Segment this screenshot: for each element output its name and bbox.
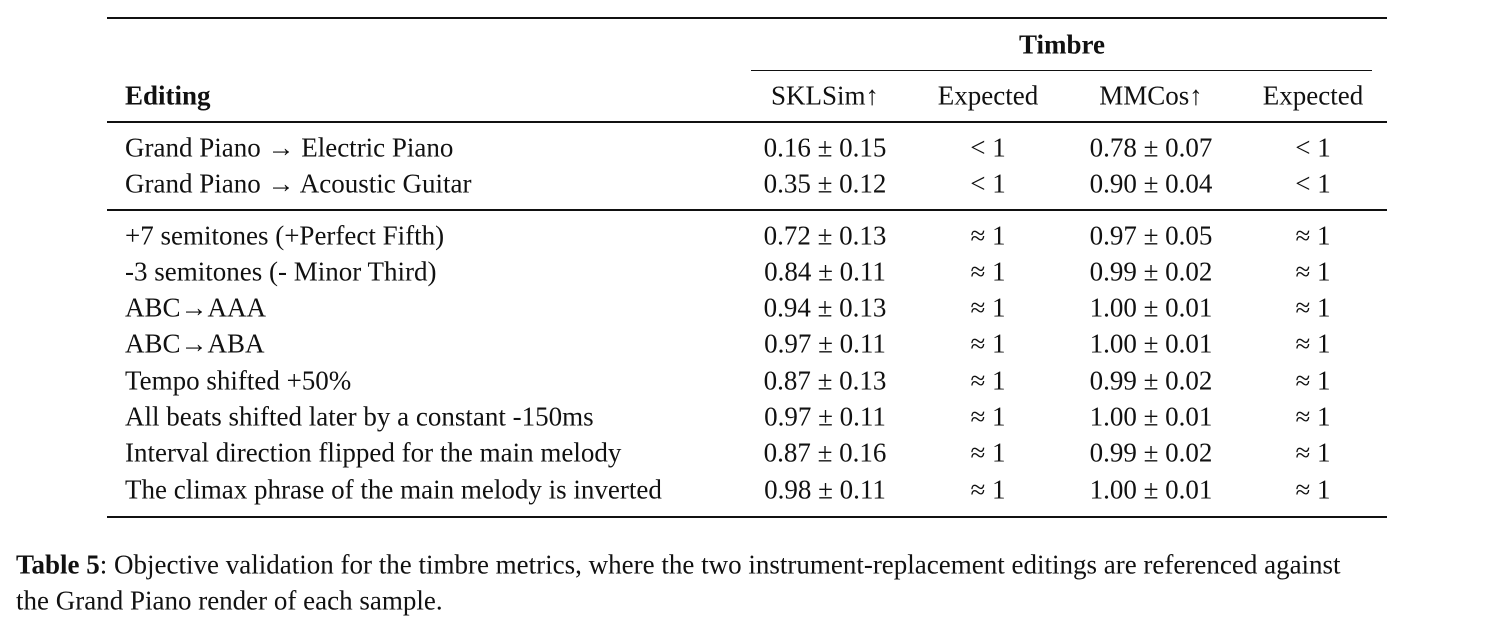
column-header: Expected xyxy=(937,80,1039,111)
cell: 0.99 ± 0.02 xyxy=(1089,365,1213,396)
cell: ≈ 1 xyxy=(970,256,1006,287)
cell: ≈ 1 xyxy=(970,292,1006,323)
caption-line: Table 5: Objective validation for the ti… xyxy=(16,549,1341,580)
cell: ≈ 1 xyxy=(970,365,1006,396)
cell: 0.84 ± 0.11 xyxy=(764,256,886,287)
top-rule xyxy=(107,17,1387,19)
row-label: The climax phrase of the main melody is … xyxy=(125,474,662,505)
row-label: +7 semitones (+Perfect Fifth) xyxy=(125,220,445,251)
cell: ≈ 1 xyxy=(1295,437,1331,468)
cell: 0.99 ± 0.02 xyxy=(1089,256,1213,287)
cell: 1.00 ± 0.01 xyxy=(1089,292,1213,323)
cell: 0.78 ± 0.07 xyxy=(1089,132,1213,163)
caption-label: Table 5 xyxy=(16,549,100,580)
cell: < 1 xyxy=(970,168,1006,199)
cell: ≈ 1 xyxy=(1295,365,1331,396)
row-label: -3 semitones (- Minor Third) xyxy=(125,256,437,287)
group-rule xyxy=(751,70,1372,71)
bottom-rule xyxy=(107,516,1387,518)
row-label: ABC→AAA xyxy=(125,292,267,323)
row-label: Grand Piano → Electric Piano xyxy=(125,132,454,163)
cell: 0.16 ± 0.15 xyxy=(763,132,887,163)
cell: ≈ 1 xyxy=(970,437,1006,468)
cell: 1.00 ± 0.01 xyxy=(1089,401,1213,432)
column-header: SKLSim↑ xyxy=(770,80,880,111)
cell: < 1 xyxy=(1295,132,1331,163)
caption-text: the Grand Piano render of each sample. xyxy=(16,585,443,616)
cell: 0.87 ± 0.16 xyxy=(763,437,887,468)
group-header: Timbre xyxy=(1018,29,1106,60)
group-separator xyxy=(107,209,1387,211)
cell: < 1 xyxy=(970,132,1006,163)
row-label: Tempo shifted +50% xyxy=(125,365,352,396)
cell: 0.98 ± 0.11 xyxy=(764,474,886,505)
column-header: Editing xyxy=(125,80,211,111)
row-label: ABC→ABA xyxy=(125,328,265,359)
column-header: Expected xyxy=(1262,80,1364,111)
cell: ≈ 1 xyxy=(1295,328,1331,359)
cell: ≈ 1 xyxy=(970,401,1006,432)
cell: 1.00 ± 0.01 xyxy=(1089,328,1213,359)
cell: 0.97 ± 0.05 xyxy=(1089,220,1213,251)
cell: ≈ 1 xyxy=(970,328,1006,359)
row-label: Grand Piano → Acoustic Guitar xyxy=(125,168,472,199)
cell: 1.00 ± 0.01 xyxy=(1089,474,1213,505)
cell: 0.87 ± 0.13 xyxy=(763,365,887,396)
cell: 0.94 ± 0.13 xyxy=(763,292,887,323)
cell: ≈ 1 xyxy=(970,474,1006,505)
header-rule xyxy=(107,121,1387,123)
cell: 0.90 ± 0.04 xyxy=(1089,168,1213,199)
caption-text: : Objective validation for the timbre me… xyxy=(99,549,1341,580)
cell: 0.99 ± 0.02 xyxy=(1089,437,1213,468)
column-header: MMCos↑ xyxy=(1099,80,1203,111)
row-label: Interval direction flipped for the main … xyxy=(125,437,622,468)
cell: ≈ 1 xyxy=(1295,292,1331,323)
cell: 0.35 ± 0.12 xyxy=(763,168,887,199)
cell: ≈ 1 xyxy=(1295,220,1331,251)
cell: ≈ 1 xyxy=(1295,401,1331,432)
cell: ≈ 1 xyxy=(1295,474,1331,505)
cell: 0.97 ± 0.11 xyxy=(764,328,886,359)
cell: ≈ 1 xyxy=(1295,256,1331,287)
cell: ≈ 1 xyxy=(970,220,1006,251)
row-label: All beats shifted later by a constant -1… xyxy=(125,401,594,432)
cell: < 1 xyxy=(1295,168,1331,199)
cell: 0.97 ± 0.11 xyxy=(764,401,886,432)
cell: 0.72 ± 0.13 xyxy=(763,220,887,251)
